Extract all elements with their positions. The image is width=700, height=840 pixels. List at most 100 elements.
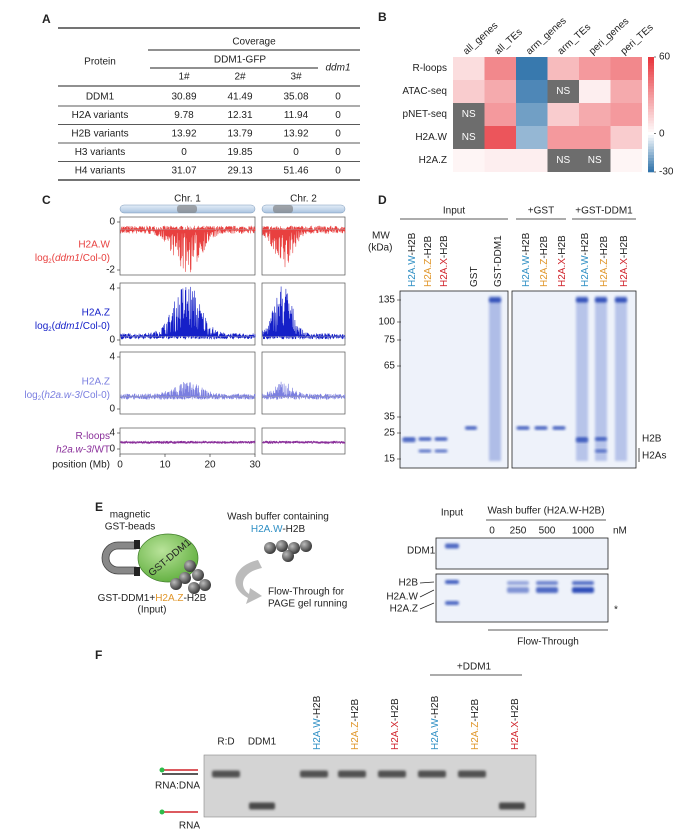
magnet	[101, 541, 137, 575]
text-part: H2A.Z	[155, 593, 183, 604]
concentration: 250	[510, 526, 527, 537]
table-cell: DDM1	[86, 92, 115, 103]
bead	[137, 533, 199, 583]
text-part: /Col-0)	[80, 389, 110, 400]
header: 3#	[290, 72, 302, 83]
track-label: log2(ddm1/Col-0)	[35, 252, 110, 264]
mw-tick-label: 15	[384, 454, 396, 465]
track-frame	[261, 216, 346, 276]
gel-band	[418, 449, 432, 453]
header: 1#	[178, 72, 190, 83]
gel-band	[595, 297, 607, 303]
concentration: 1000	[572, 526, 595, 537]
colorbar-step	[648, 166, 654, 170]
gel-band	[552, 426, 566, 430]
magnet-pole	[134, 567, 140, 576]
heatmap-cell	[547, 103, 579, 126]
x-tick-label: 10	[159, 460, 171, 471]
colorbar-step	[648, 163, 654, 167]
text-part: H2A.W	[251, 524, 283, 535]
text-part: (	[52, 320, 56, 331]
flow-arrow	[235, 560, 262, 604]
text-part: H2A.W	[407, 255, 418, 287]
lane-label: GST-DDM1	[493, 235, 504, 287]
strand-dot	[159, 809, 165, 815]
gel-band	[402, 439, 416, 443]
group-label: +DDM1	[457, 662, 492, 673]
text-part: -H2B	[312, 695, 323, 718]
track-frame	[119, 427, 256, 455]
histone-ball	[264, 542, 276, 554]
text-part: -H2B	[470, 699, 481, 722]
x-tick-label: 20	[204, 460, 216, 471]
table-cell: 31.07	[171, 166, 196, 177]
text-part: 2	[48, 326, 52, 332]
rna-band	[499, 802, 525, 810]
table-cell: 35.08	[283, 92, 308, 103]
lane-label: H2A.X-H2B	[557, 235, 568, 287]
y-tick-label: 0	[109, 217, 115, 228]
text-part: GST-DDM1	[493, 235, 504, 287]
text-part: H2A.Z	[423, 259, 434, 287]
colorbar-step	[648, 157, 654, 161]
heatmap-cell	[484, 149, 516, 172]
colorbar-step	[648, 131, 654, 135]
group-label: Input	[443, 206, 465, 217]
hybrid-band	[418, 770, 446, 778]
colorbar-step	[648, 114, 654, 118]
colorbar-step	[648, 120, 654, 124]
colorbar-step	[648, 88, 654, 92]
y-tick-label: 0	[109, 335, 115, 346]
gel-smear	[489, 296, 501, 461]
header: Coverage	[232, 37, 276, 48]
gel-header: Input	[441, 508, 463, 519]
table-cell: 11.94	[284, 110, 309, 121]
rna-band	[249, 802, 275, 810]
centromere	[273, 205, 293, 213]
heatmap-cell	[453, 57, 485, 80]
colorbar-step	[648, 68, 654, 72]
gel-band	[418, 437, 432, 441]
heatmap-cell	[516, 149, 548, 172]
gel-band	[434, 449, 448, 453]
colorbar-step	[648, 105, 654, 110]
text-part: H2A.X	[557, 258, 568, 287]
ns-cell	[453, 103, 485, 126]
hybrid-band	[458, 770, 486, 778]
group-label: +GST-DDM1	[575, 206, 633, 217]
diagram-text: Flow-Through for	[268, 587, 345, 598]
lane-label: H2A.X-H2B	[619, 235, 630, 287]
table-cell: 0	[335, 166, 341, 177]
heatmap-cell	[547, 126, 579, 149]
text-part: H2A.W	[312, 718, 323, 750]
band-label: H2B	[399, 578, 419, 589]
table-cell: 19.85	[227, 147, 252, 158]
colorbar-step	[648, 74, 654, 78]
text-part: H2A.Z	[599, 259, 610, 287]
colorbar-step	[648, 59, 654, 64]
group-label: +GST	[528, 206, 554, 217]
colorbar-step	[648, 97, 654, 101]
colorbar-step	[648, 85, 654, 89]
text-part: /Col-0)	[80, 252, 110, 263]
colorbar-step	[648, 100, 654, 104]
diagram-text: GST-beads	[105, 522, 156, 533]
colorbar-step	[648, 169, 654, 173]
signal-trace	[120, 440, 346, 445]
band-pointer	[419, 581, 435, 584]
ns-label: NS	[588, 155, 602, 166]
table-cell: 0	[335, 110, 341, 121]
text-part: /WT	[92, 444, 110, 455]
lane-label: H2A.W-H2B	[312, 695, 323, 750]
text-part: -H2B	[521, 232, 532, 255]
text-part: (	[41, 389, 45, 400]
text-part: H2A.X	[510, 721, 521, 750]
mw-tick-label: 65	[384, 361, 396, 372]
text-part: -H2B	[580, 232, 591, 255]
panel-letter: A	[42, 12, 51, 26]
strand-dot	[159, 767, 165, 773]
lane-label: H2A.W-H2B	[430, 695, 441, 750]
track-label: log2(ddm1/Col-0)	[35, 320, 110, 332]
text-part: H2A.X	[439, 258, 450, 287]
magnet-pole	[134, 540, 140, 549]
